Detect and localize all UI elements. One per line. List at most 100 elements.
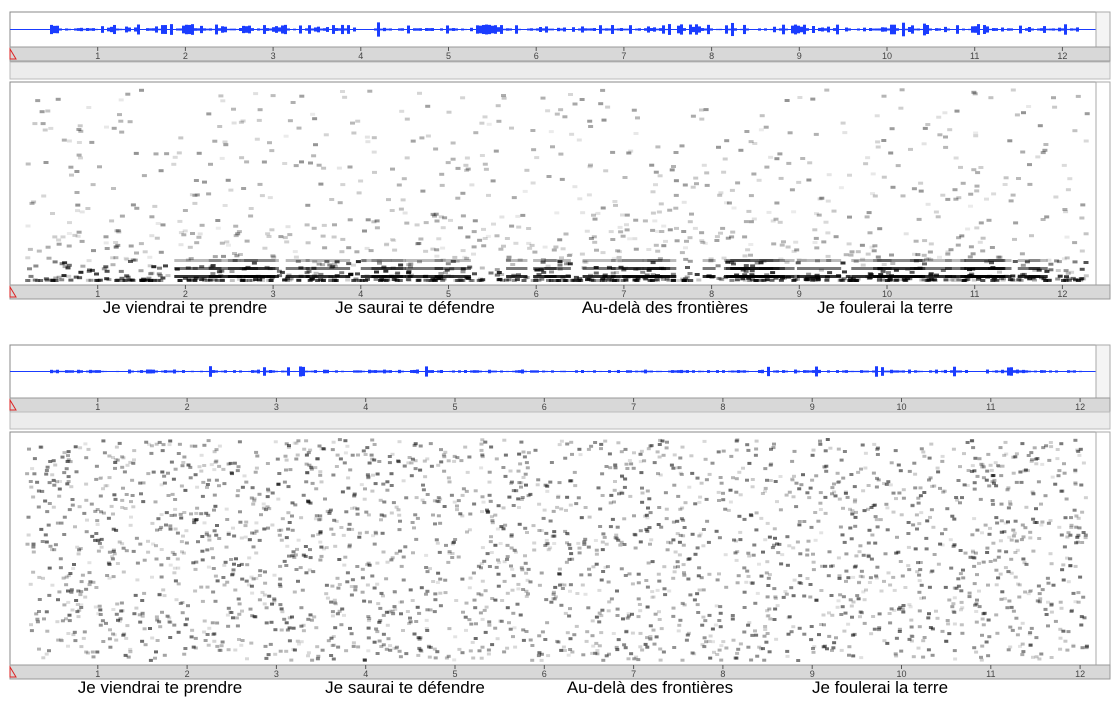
spectrogram-dot bbox=[740, 277, 746, 281]
spectrogram-dot bbox=[65, 266, 71, 270]
spectrogram-dot bbox=[999, 277, 1004, 281]
spectrogram-dot bbox=[67, 221, 72, 225]
spectrogram-dot bbox=[414, 537, 419, 541]
spectrogram-dot bbox=[768, 479, 773, 482]
spectrogram-dot bbox=[212, 493, 217, 497]
waveform-blip bbox=[371, 370, 374, 373]
spectrogram-dot bbox=[734, 490, 739, 494]
harmonic-band bbox=[988, 259, 1006, 262]
spectrogram-dot bbox=[640, 270, 646, 274]
waveform-blip bbox=[137, 24, 140, 35]
spectrogram-dot bbox=[151, 265, 157, 269]
spectrogram-dot bbox=[1056, 474, 1061, 478]
spectrogram-dot bbox=[1040, 520, 1045, 524]
waveform-blip bbox=[284, 24, 287, 35]
spectrogram-dot bbox=[47, 593, 52, 597]
spectrogram-dot bbox=[113, 241, 119, 244]
spectrogram-dot bbox=[452, 454, 457, 458]
spectrogram-dot bbox=[627, 459, 632, 462]
waveform-blip bbox=[887, 370, 890, 373]
waveform-blip bbox=[695, 24, 698, 35]
spectrogram-dot bbox=[708, 259, 714, 263]
spectrogram-dot bbox=[511, 574, 516, 578]
spectrogram-dot bbox=[770, 271, 776, 275]
spectrogram-dot bbox=[814, 212, 819, 216]
spectrogram-dot bbox=[656, 523, 661, 526]
spectrogram-dot bbox=[94, 586, 99, 589]
spectrogram-dot bbox=[680, 277, 686, 281]
spectrogram-dot bbox=[69, 588, 74, 592]
spectrogram-dot bbox=[476, 592, 481, 596]
waveform-blip bbox=[575, 370, 578, 373]
spectrogram-dot bbox=[582, 542, 587, 546]
waveform-blip bbox=[776, 28, 779, 31]
spectrogram-dot bbox=[372, 586, 377, 590]
spectrogram-dot bbox=[1020, 653, 1025, 657]
spectrogram-dot bbox=[209, 547, 214, 551]
spectrogram-dot bbox=[509, 480, 514, 484]
waveform-blip bbox=[611, 25, 614, 34]
waveform-blip bbox=[917, 28, 920, 31]
spectrogram-dot bbox=[1039, 523, 1044, 527]
spectrogram-dot bbox=[67, 619, 72, 623]
spectrogram-dot bbox=[910, 504, 915, 508]
spectrogram-dot bbox=[314, 626, 319, 630]
spectrogram-dot bbox=[565, 631, 570, 635]
spectrogram-dot bbox=[523, 472, 528, 476]
spectrogram-dot bbox=[138, 542, 143, 546]
spectrogram-dot bbox=[353, 585, 358, 589]
spectrogram-dot bbox=[88, 580, 93, 584]
spectrogram-dot bbox=[614, 533, 619, 537]
spectrogram-dot bbox=[557, 263, 563, 267]
spectrogram-dot bbox=[765, 521, 770, 525]
spectrogram-dot bbox=[356, 279, 362, 282]
spectrogram-dot bbox=[297, 642, 301, 646]
spectrogram-dot bbox=[390, 452, 395, 456]
spectrogram-dot bbox=[975, 528, 980, 532]
spectrogram-dot bbox=[671, 576, 676, 580]
spectrogram-dot bbox=[76, 552, 81, 556]
waveform-blip bbox=[788, 371, 791, 372]
spectrogram-dot bbox=[460, 279, 466, 282]
spectrogram-dot bbox=[493, 543, 498, 547]
spectrogram-dot bbox=[917, 609, 922, 613]
spectrogram-dot bbox=[444, 543, 448, 547]
spectrogram-dot bbox=[338, 457, 343, 461]
spectrogram-dot bbox=[436, 514, 441, 518]
spectrogram-dot bbox=[460, 577, 465, 581]
spectrogram-dot bbox=[567, 262, 573, 266]
spectrogram-dot bbox=[996, 555, 1001, 559]
waveform-blip bbox=[452, 28, 455, 31]
spectrogram-dot bbox=[921, 450, 926, 454]
spectrogram-dot bbox=[318, 473, 323, 477]
spectrogram-dot bbox=[656, 572, 661, 576]
waveform-blip bbox=[284, 370, 287, 373]
spectrogram-dot bbox=[247, 278, 253, 282]
spectrogram-dot bbox=[1069, 609, 1074, 613]
waveform-blip bbox=[758, 370, 761, 373]
spectrogram-dot bbox=[402, 211, 408, 215]
waveform-blip bbox=[800, 26, 803, 33]
spectrogram-dot bbox=[479, 448, 484, 452]
spectrogram-dot bbox=[95, 650, 100, 654]
spectrogram-dot bbox=[453, 635, 458, 639]
spectrogram-dot bbox=[711, 640, 715, 644]
spectrogram-dot bbox=[131, 505, 136, 509]
spectrogram-dot bbox=[181, 534, 185, 538]
waveform-blip bbox=[968, 28, 971, 31]
spectrogram-dot bbox=[213, 504, 218, 508]
spectrogram-dot bbox=[1012, 531, 1017, 535]
spectrogram-dot bbox=[113, 466, 117, 470]
spectrogram-dot bbox=[40, 122, 46, 126]
spectrogram-dot bbox=[797, 523, 802, 527]
spectrogram-dot bbox=[391, 239, 397, 242]
spectrogram-dot bbox=[416, 636, 421, 640]
spectrogram-dot bbox=[556, 640, 561, 644]
spectrogram-dot bbox=[188, 465, 193, 469]
spectrogram-dot bbox=[907, 568, 912, 572]
spectrogram-dot bbox=[361, 449, 366, 453]
spectrogram-dot bbox=[687, 485, 692, 489]
spectrogram-dot bbox=[886, 480, 891, 484]
spectrogram-dot bbox=[293, 164, 299, 168]
waveform-blip bbox=[875, 366, 878, 377]
